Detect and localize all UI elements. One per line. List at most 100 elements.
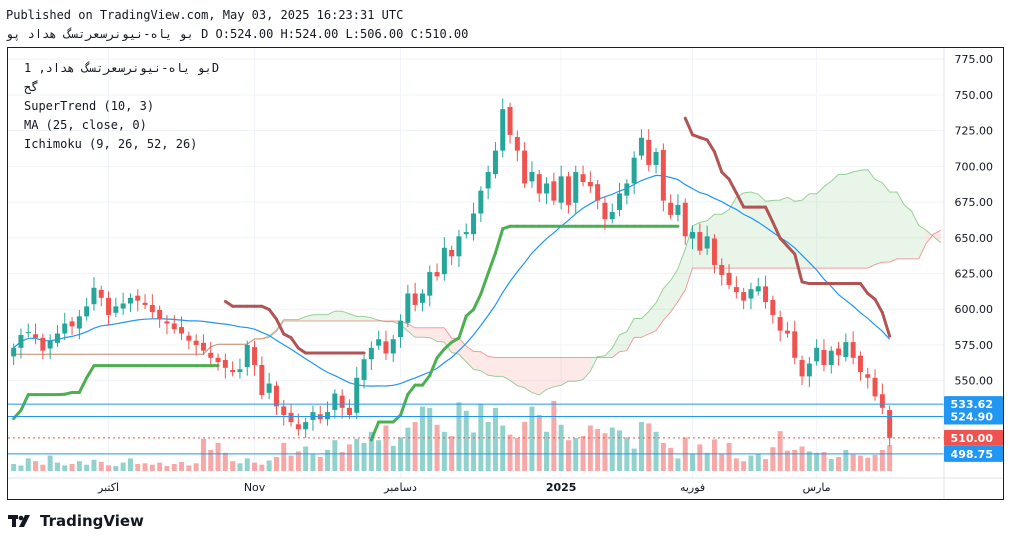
- volume-bar: [33, 461, 39, 471]
- volume-bar: [215, 443, 221, 471]
- supertrend-segment: [720, 170, 731, 181]
- price-line-tag: [944, 396, 1003, 413]
- volume-bar: [821, 452, 827, 471]
- candle: [135, 289, 141, 312]
- volume-bar: [69, 464, 75, 471]
- candle-body: [660, 149, 666, 201]
- cloud-segment: [320, 314, 328, 322]
- candle: [551, 172, 557, 205]
- supertrend-segment: [12, 408, 23, 421]
- candle-body: [522, 150, 528, 184]
- volume-bar: [179, 461, 185, 471]
- candle-body: [368, 347, 374, 360]
- candle: [295, 413, 301, 436]
- candle-body: [54, 333, 60, 343]
- candle: [857, 351, 863, 381]
- candle-body: [412, 293, 418, 305]
- candle-body: [113, 306, 119, 313]
- candle: [244, 340, 250, 376]
- candle: [529, 161, 535, 188]
- volume-bar: [142, 463, 148, 471]
- candle: [500, 98, 506, 158]
- candle: [536, 169, 542, 203]
- candle-body: [887, 409, 893, 438]
- cloud-segment: [904, 204, 912, 259]
- candle-body: [273, 385, 279, 407]
- supertrend-segment: [472, 292, 483, 312]
- volume-bar: [799, 446, 805, 471]
- candle-body: [179, 327, 185, 334]
- price-tick-label: 725.00: [955, 125, 994, 138]
- candle: [179, 316, 185, 340]
- candle: [624, 179, 630, 205]
- cloud-segment: [867, 169, 876, 269]
- candle: [376, 330, 382, 350]
- cloud-segment: [831, 174, 839, 269]
- supertrend-segment: [442, 340, 454, 351]
- volume-bar: [120, 462, 126, 471]
- supertrend-segment: [464, 308, 476, 318]
- supertrend-segment: [435, 347, 446, 360]
- volume-bar: [697, 444, 703, 471]
- candle-body: [91, 287, 97, 305]
- candle-body: [18, 334, 24, 348]
- candle-body: [76, 316, 82, 329]
- candle: [646, 129, 652, 172]
- time-tick-label: Nov: [244, 481, 266, 494]
- legend-ichimoku[interactable]: Ichimoku (9, 26, 52, 26): [24, 137, 198, 151]
- supertrend-segment: [486, 251, 497, 275]
- candle-body: [434, 272, 440, 277]
- cloud-segment: [561, 357, 569, 386]
- candle-body: [171, 323, 177, 330]
- candle: [186, 331, 192, 350]
- volume-bar: [536, 415, 542, 471]
- candle: [784, 322, 790, 338]
- volume-bar: [544, 431, 550, 471]
- candle-body: [711, 238, 717, 265]
- supertrend-segment: [785, 244, 797, 256]
- candle-body: [836, 348, 842, 355]
- cloud-segment: [517, 357, 525, 388]
- cloud-segment: [612, 334, 620, 358]
- price-tick-label: 775.00: [955, 53, 994, 66]
- volume-bar: [456, 402, 462, 471]
- supertrend-segment: [85, 364, 96, 380]
- candle-body: [492, 150, 498, 175]
- price-line-label: 498.75: [951, 448, 993, 461]
- volume-bar: [325, 450, 331, 471]
- volume-bar: [551, 401, 557, 471]
- candle-body: [471, 213, 477, 235]
- price-chart[interactable]: 775.00 750.00 725.00 700.00 675.00 650.00 625.…: [8, 48, 1003, 499]
- candle: [558, 165, 564, 210]
- candle: [149, 294, 155, 319]
- volume-bar: [135, 464, 141, 471]
- candle-body: [828, 350, 834, 365]
- candle: [741, 287, 747, 310]
- supertrend-segment: [705, 138, 716, 154]
- volume-bar: [310, 454, 316, 471]
- candle: [252, 340, 258, 376]
- candle-body: [332, 393, 338, 410]
- volume-bar: [171, 464, 177, 471]
- volume-bar: [638, 422, 644, 471]
- candle: [573, 165, 579, 214]
- candle-body: [186, 335, 192, 341]
- candle: [69, 317, 75, 335]
- legend-supertrend[interactable]: SuperTrend (10, 3): [24, 99, 155, 113]
- cloud-segment: [495, 357, 503, 377]
- candle: [836, 342, 842, 366]
- candle-body: [303, 422, 309, 430]
- volume-bar: [98, 461, 104, 471]
- cloud-segment: [583, 357, 591, 380]
- candle-body: [339, 395, 345, 408]
- cloud-segment: [780, 197, 788, 269]
- candle: [127, 293, 133, 313]
- chart-frame[interactable]: 775.00 750.00 725.00 700.00 675.00 650.00 625.…: [7, 47, 1004, 500]
- time-tick-label: 2025: [546, 481, 577, 494]
- legend-ma[interactable]: MA (25, close, 0): [24, 118, 147, 132]
- candle-body: [47, 340, 53, 349]
- candle: [770, 295, 776, 324]
- candle: [259, 356, 265, 400]
- tradingview-logo[interactable]: TradingView: [8, 512, 144, 530]
- time-tick-label: مارس: [803, 481, 831, 494]
